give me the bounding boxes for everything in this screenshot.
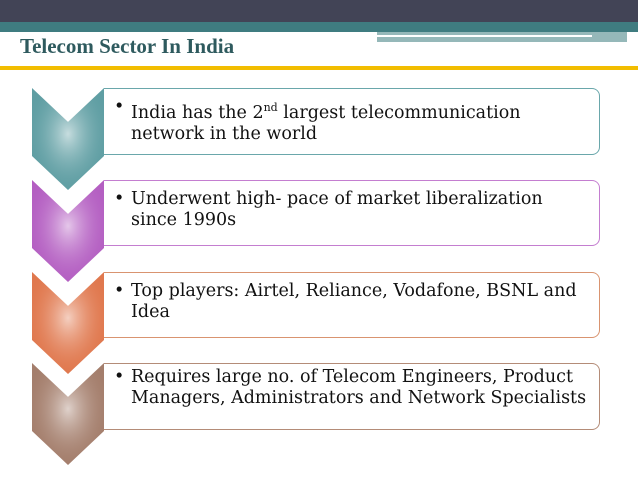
slide-title: Telecom Sector In India xyxy=(20,34,235,58)
item-text: India has the 2nd largest telecommunicat… xyxy=(131,101,521,144)
list-item: • India has the 2nd largest telecommunica… xyxy=(104,88,600,155)
list-item: • Requires large no. of Telecom Engineers… xyxy=(104,363,600,430)
title-underline xyxy=(0,66,638,70)
chevron-icon xyxy=(32,272,104,374)
header-accent-line xyxy=(377,35,592,37)
item-text: Requires large no. of Telecom Engineers,… xyxy=(131,367,587,408)
item-text: Underwent high- pace of market liberaliz… xyxy=(131,189,543,230)
list-item: • Underwent high- pace of market liberali… xyxy=(104,180,600,246)
item-text: Top players: Airtel, Reliance, Vodafone,… xyxy=(131,281,577,322)
header-bar xyxy=(0,0,638,22)
chevron-icon xyxy=(32,363,104,465)
header-accent xyxy=(377,32,627,42)
chevron-icon xyxy=(32,88,104,190)
header-band xyxy=(0,22,638,32)
list-item: • Top players: Airtel, Reliance, Vodafone… xyxy=(104,272,600,338)
chevron-icon xyxy=(32,180,104,282)
